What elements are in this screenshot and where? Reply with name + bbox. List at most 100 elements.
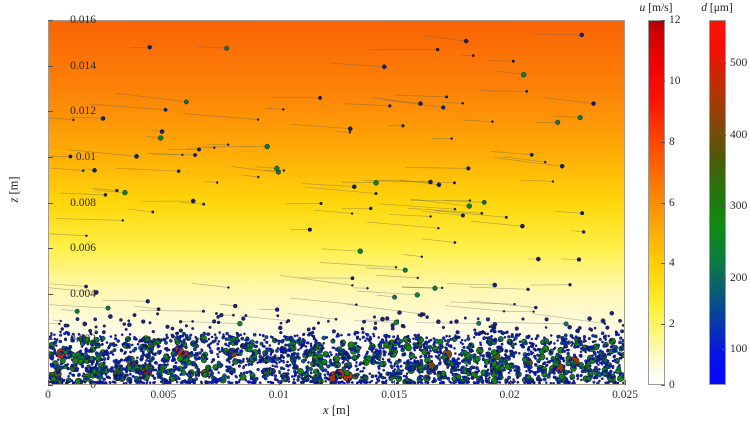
entrained-particle xyxy=(460,213,465,218)
bed-particle xyxy=(394,338,398,342)
bed-particle xyxy=(327,355,331,358)
bed-particle xyxy=(302,378,306,381)
bed-particle xyxy=(193,355,197,359)
bed-particle xyxy=(172,365,176,369)
bed-particle xyxy=(217,371,220,374)
bed-particle xyxy=(103,350,107,354)
bed-particle xyxy=(490,371,493,374)
y-tick-label: 0.014 xyxy=(70,59,96,72)
bed-particle xyxy=(151,342,155,345)
bed-particle xyxy=(194,374,198,377)
entrained-particle xyxy=(257,175,260,179)
bed-particle xyxy=(217,340,221,343)
bed-particle xyxy=(239,344,243,348)
y-tick-label: 0.012 xyxy=(70,105,96,118)
bed-particle xyxy=(418,364,421,367)
bed-particle xyxy=(513,369,517,372)
bed-particle xyxy=(378,345,383,350)
bed-particle xyxy=(64,338,67,342)
bed-particle xyxy=(432,337,436,340)
bed-particle xyxy=(144,362,147,365)
bed-particle xyxy=(168,355,171,359)
bed-particle xyxy=(116,339,120,343)
bed-particle xyxy=(480,346,483,350)
bed-particle xyxy=(500,342,504,346)
bed-particle xyxy=(269,335,273,338)
bed-particle xyxy=(128,333,132,336)
bed-particle xyxy=(619,336,623,340)
bed-particle xyxy=(51,358,54,361)
particle-trajectory-trail xyxy=(532,313,605,324)
bed-particle xyxy=(94,330,99,335)
bed-particle xyxy=(573,381,576,384)
saltating-particle xyxy=(473,328,477,332)
bed-particle xyxy=(578,336,581,340)
entrained-particle xyxy=(226,143,230,146)
bed-particle xyxy=(538,347,542,351)
bed-particle xyxy=(614,330,618,334)
bed-particle xyxy=(416,342,420,345)
bed-particle xyxy=(141,363,145,367)
bed-particle xyxy=(531,351,535,355)
bed-particle xyxy=(234,348,238,352)
bed-particle xyxy=(409,381,413,384)
colorbar-tick-label: 300 xyxy=(730,200,748,213)
bed-particle xyxy=(619,346,623,351)
entrained-particle xyxy=(392,294,397,300)
bed-particle xyxy=(220,346,224,350)
bed-particle xyxy=(439,371,443,375)
x-tick-label: 0.005 xyxy=(150,389,177,401)
bed-particle xyxy=(124,381,128,384)
bed-particle xyxy=(339,372,343,376)
bed-particle xyxy=(212,358,216,362)
bed-particle xyxy=(467,360,472,365)
entrained-particle xyxy=(525,89,529,93)
bed-particle xyxy=(356,331,360,335)
entrained-particle xyxy=(453,241,457,244)
bed-particle xyxy=(271,360,274,364)
bed-particle xyxy=(104,373,108,376)
y-axis-label: z [m] xyxy=(7,160,22,220)
bed-particle xyxy=(165,371,168,375)
bed-particle xyxy=(331,338,335,341)
entrained-particle xyxy=(355,303,358,306)
bed-particle xyxy=(608,371,612,375)
bed-particle xyxy=(598,379,601,383)
bed-particle xyxy=(59,330,62,334)
x-tick-mark xyxy=(394,380,396,385)
bed-particle xyxy=(336,360,340,364)
bed-particle xyxy=(370,374,375,379)
bed-particle xyxy=(297,338,300,342)
bed-particle xyxy=(148,362,152,366)
bed-particle xyxy=(302,332,306,336)
bed-particle xyxy=(384,336,388,340)
colorbar-tick-label: 10 xyxy=(669,74,681,87)
bed-particle xyxy=(336,372,340,375)
bed-particle xyxy=(576,377,580,381)
bed-particle xyxy=(472,365,476,370)
saltating-particle xyxy=(127,319,131,323)
bed-particle xyxy=(413,345,416,349)
bed-particle xyxy=(574,356,578,359)
bed-particle xyxy=(518,340,522,344)
particle-trajectory-trail xyxy=(151,153,196,156)
bed-particle xyxy=(316,370,320,373)
bed-particle xyxy=(53,333,56,336)
bed-particle xyxy=(511,365,516,370)
bed-particle xyxy=(593,352,597,356)
bed-particle xyxy=(489,362,493,366)
bed-particle xyxy=(269,353,273,356)
bed-particle xyxy=(252,351,256,355)
bed-particle xyxy=(408,340,412,344)
particle-trajectory-trail xyxy=(115,167,179,172)
velocity-field-background xyxy=(49,21,624,384)
bed-particle xyxy=(242,360,245,363)
entrained-particle xyxy=(318,95,323,100)
bed-particle xyxy=(419,355,422,359)
bed-particle xyxy=(424,381,427,384)
bed-particle xyxy=(95,368,99,372)
bed-particle xyxy=(359,346,362,349)
bed-particle xyxy=(527,358,532,362)
bed-particle xyxy=(497,370,501,373)
bed-particle xyxy=(542,377,547,382)
